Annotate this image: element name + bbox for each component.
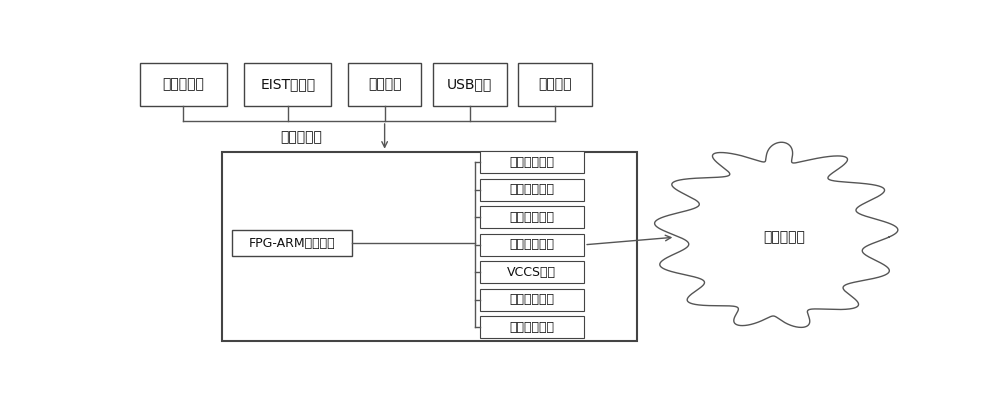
Text: EIST传感器: EIST传感器 xyxy=(260,77,315,91)
Text: USB接口: USB接口 xyxy=(447,77,492,91)
Text: FPG-ARM处理芯片: FPG-ARM处理芯片 xyxy=(248,237,335,250)
Text: 网络连接模块: 网络连接模块 xyxy=(509,156,554,169)
Text: 信号采集模块: 信号采集模块 xyxy=(509,211,554,224)
Text: 人机交互模块: 人机交互模块 xyxy=(509,183,554,196)
Bar xyxy=(480,234,584,256)
Bar xyxy=(480,316,584,338)
Text: 云端服务器: 云端服务器 xyxy=(763,230,805,244)
Bar xyxy=(140,63,227,106)
Text: 伺服电机: 伺服电机 xyxy=(538,77,572,91)
Bar xyxy=(244,63,331,106)
Bar xyxy=(232,230,352,256)
Polygon shape xyxy=(655,142,898,328)
Bar xyxy=(348,63,421,106)
Text: 信号发生模块: 信号发生模块 xyxy=(509,238,554,251)
Text: VCCS模块: VCCS模块 xyxy=(507,266,556,279)
Text: 控制电路板: 控制电路板 xyxy=(280,130,322,144)
Text: 操作面板: 操作面板 xyxy=(368,77,401,91)
Bar xyxy=(433,63,507,106)
Bar xyxy=(480,289,584,311)
Text: 给药控制模块: 给药控制模块 xyxy=(509,321,554,334)
Bar xyxy=(480,151,584,173)
Bar xyxy=(518,63,592,106)
Bar xyxy=(222,152,637,341)
Bar xyxy=(480,206,584,228)
Text: 触控液晶屏: 触控液晶屏 xyxy=(162,77,204,91)
Bar xyxy=(480,261,584,283)
Text: 多路复用模块: 多路复用模块 xyxy=(509,293,554,306)
Bar xyxy=(480,179,584,201)
